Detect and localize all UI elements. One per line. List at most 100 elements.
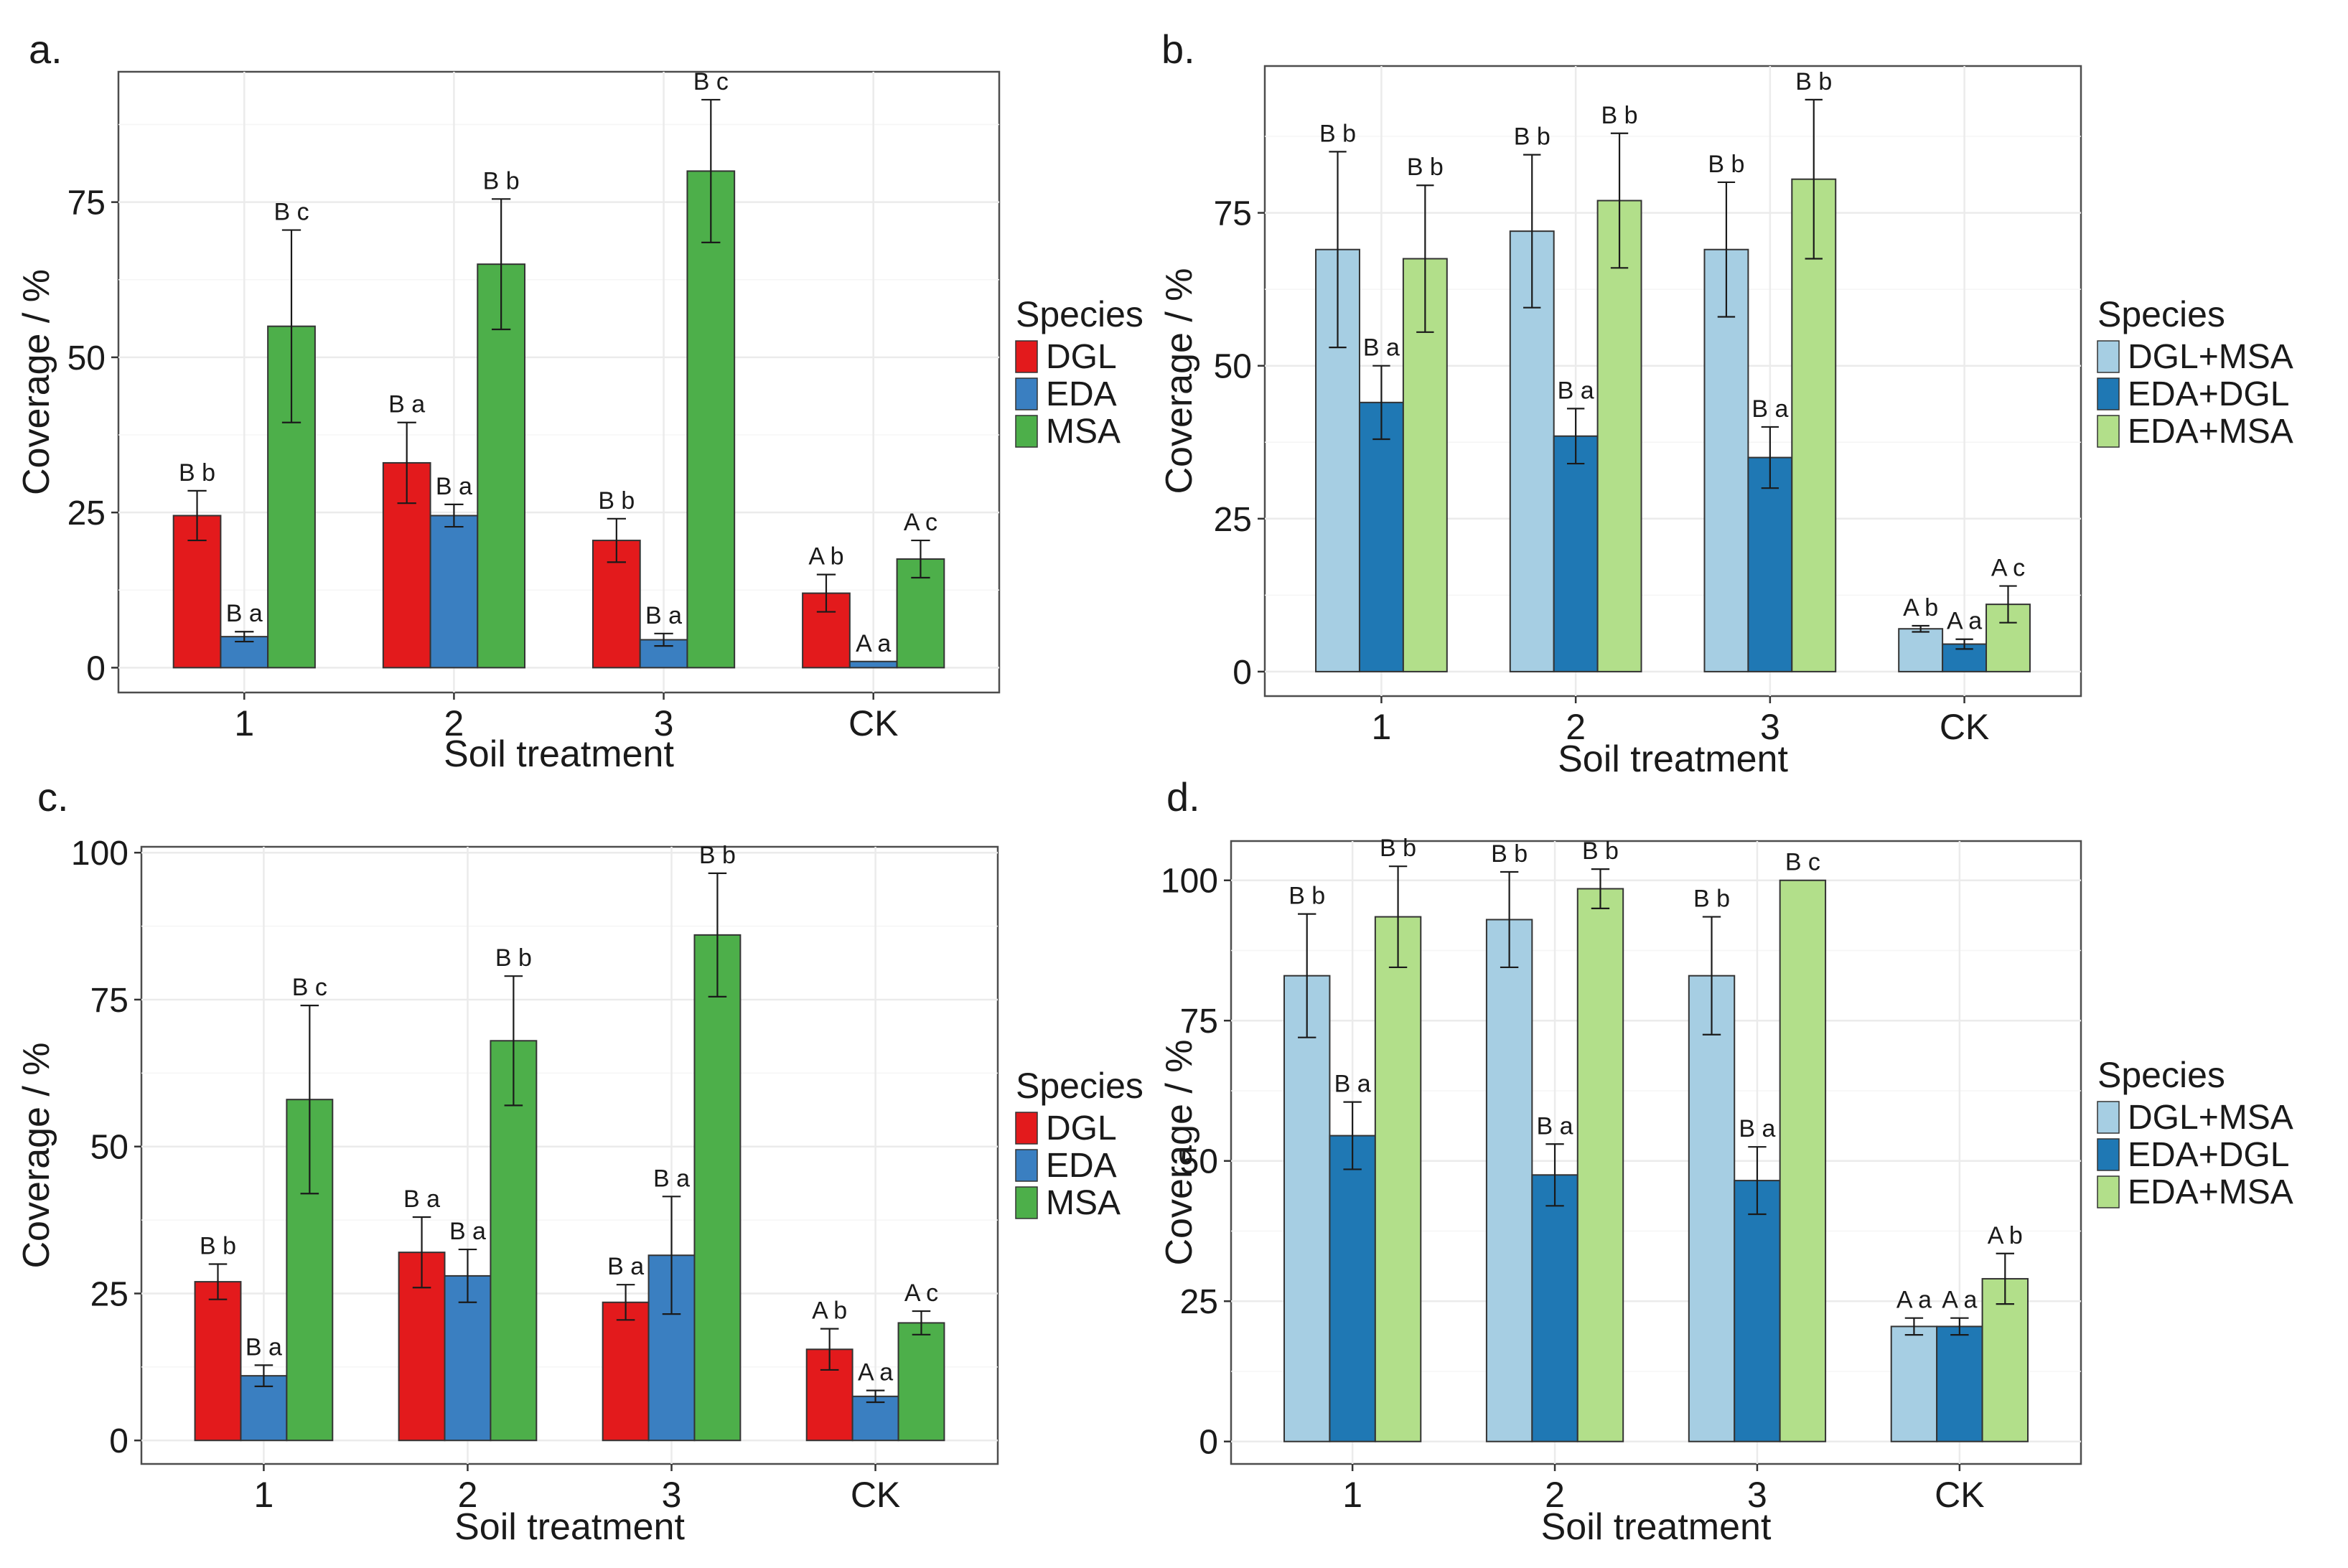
bar-a-msa-2 <box>477 263 526 669</box>
significance-letter-d: A a <box>1896 1287 1932 1314</box>
significance-letter-d: B a <box>1537 1112 1573 1140</box>
significance-letter-c: A b <box>812 1297 847 1325</box>
legend-label-d: DGL+MSA <box>2128 1099 2293 1137</box>
legend-swatch-c <box>1015 1149 1038 1182</box>
error-bar-a <box>281 229 301 423</box>
legend-swatch-d <box>2097 1138 2120 1171</box>
error-bar-c <box>820 1328 839 1371</box>
panel-a: 0 25 50 75 B b B a B c 1 B a B a B b 2 B b B a B c 3 A b… <box>16 27 1143 775</box>
panel-d: 0 25 50 75 100 B b B a B b 1 B b B a B b 2 B b B a B c 3… <box>1159 774 2293 1548</box>
y-tick-label-c: 0 <box>109 1422 128 1460</box>
bar-d-eda-dgl-2 <box>1531 1174 1578 1442</box>
significance-letter-c: B a <box>607 1253 644 1280</box>
legend-label-d: EDA+MSA <box>2128 1173 2293 1211</box>
x-axis-title-a: Soil treatment <box>444 733 674 775</box>
x-tick-label-b: 2 <box>1566 707 1586 747</box>
bar-c-msa-3 <box>693 934 742 1442</box>
error-bar-c <box>504 975 523 1107</box>
error-bar-a <box>492 198 511 331</box>
error-bar-b <box>1523 154 1541 309</box>
significance-letter-b: B b <box>1514 123 1550 151</box>
x-tick-label-c: 1 <box>254 1475 274 1515</box>
bar-b-eda-msa-2 <box>1596 199 1642 672</box>
error-bar-a <box>607 517 626 563</box>
error-bar-c <box>662 1196 681 1315</box>
significance-letter-d: B a <box>1739 1115 1775 1142</box>
legend-swatch-d <box>2097 1175 2120 1208</box>
legend-swatch-a <box>1015 415 1038 448</box>
significance-letter-b: B b <box>1795 68 1832 95</box>
significance-letter-d: A b <box>1988 1222 2023 1249</box>
significance-letter-d: B b <box>1491 840 1528 868</box>
x-axis-title-d: Soil treatment <box>1541 1506 1772 1548</box>
significance-letter-c: B a <box>403 1186 440 1213</box>
error-bar-b <box>1717 181 1736 318</box>
x-tick-label-a: 2 <box>444 703 464 743</box>
significance-letter-b: B a <box>1363 334 1400 362</box>
bar-a-msa-3 <box>686 170 736 669</box>
significance-letter-c: B a <box>245 1333 282 1361</box>
significance-letter-c: B c <box>292 974 327 1001</box>
error-bar-a <box>911 539 930 579</box>
bar-d-dgl-msa-ck <box>1890 1325 1938 1442</box>
bar-b-eda-dgl-3 <box>1747 456 1793 672</box>
error-bar-b <box>1329 151 1347 349</box>
y-tick-label-d: 100 <box>1161 863 1218 901</box>
error-bar-d <box>1343 1101 1362 1170</box>
significance-letter-b: B b <box>1407 154 1444 181</box>
y-tick-label-d: 25 <box>1180 1283 1218 1321</box>
legend-label-d: EDA+DGL <box>2128 1136 2289 1174</box>
y-tick-label-c: 50 <box>90 1129 128 1167</box>
x-tick-label-a: 3 <box>654 703 674 743</box>
bar-c-eda-1 <box>240 1375 288 1442</box>
error-bar-b <box>1912 624 1930 633</box>
y-tick-label-c: 25 <box>90 1275 128 1313</box>
y-tick-label-d: 75 <box>1180 1003 1218 1041</box>
significance-letter-b: B b <box>1601 102 1638 129</box>
significance-letter-b: A a <box>1947 608 1982 635</box>
error-bar-a <box>187 489 207 542</box>
y-tick-label-c: 100 <box>71 835 128 873</box>
x-axis-title-c: Soil treatment <box>454 1506 685 1548</box>
legend-swatch-c <box>1015 1112 1038 1145</box>
bar-d-eda-dgl-1 <box>1329 1135 1376 1442</box>
x-tick-label-c: 2 <box>458 1475 478 1515</box>
bar-b-eda-msa-3 <box>1791 178 1837 672</box>
legend-swatch-a <box>1015 377 1038 410</box>
legend-swatch-b <box>2097 377 2120 410</box>
significance-letter-c: A c <box>904 1280 938 1307</box>
error-bar-b <box>1566 408 1585 465</box>
bar-c-msa-2 <box>490 1040 538 1442</box>
panel-label-b: b. <box>1161 27 1195 72</box>
x-tick-label-b: CK <box>1940 707 1989 747</box>
panel-label-a: a. <box>29 27 62 72</box>
legend-label-b: EDA+DGL <box>2128 375 2289 413</box>
significance-letter-d: B b <box>1582 837 1619 865</box>
error-bar-a <box>701 98 721 243</box>
significance-letter-b: A b <box>1903 594 1938 621</box>
bar-b-dgl-msa-3 <box>1703 248 1749 672</box>
error-bar-b <box>1372 365 1390 441</box>
y-tick-label-a: 25 <box>67 494 106 532</box>
bar-c-msa-ck <box>897 1322 945 1442</box>
error-bar-d <box>1904 1317 1924 1336</box>
panel-label-d: d. <box>1166 774 1200 820</box>
x-tick-label-d: 2 <box>1545 1475 1565 1515</box>
y-axis-title-d: Coverage / % <box>1159 1039 1200 1265</box>
significance-letter-d: B b <box>1288 883 1325 910</box>
error-bar-c <box>412 1216 431 1289</box>
legend-title-d: Species <box>2097 1055 2225 1095</box>
significance-letter-a: B a <box>436 473 472 500</box>
legend-label-a: MSA <box>1046 413 1121 451</box>
significance-letter-a: B a <box>226 600 263 627</box>
bar-d-eda-dgl-3 <box>1734 1180 1781 1442</box>
significance-letter-d: B c <box>1785 849 1820 876</box>
y-tick-label-b: 50 <box>1214 348 1252 386</box>
error-bar-b <box>1805 98 1823 260</box>
significance-letter-d: A a <box>1942 1287 1977 1314</box>
x-tick-label-b: 3 <box>1760 707 1780 747</box>
bar-b-eda-dgl-2 <box>1553 435 1599 672</box>
significance-letter-a: A c <box>904 509 937 536</box>
legend-swatch-b <box>2097 340 2120 373</box>
